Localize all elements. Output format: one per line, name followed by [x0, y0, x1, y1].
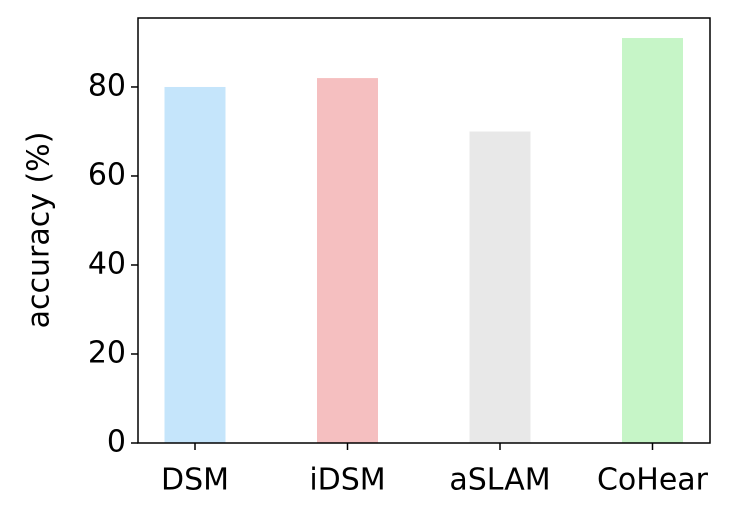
bar [164, 86, 226, 443]
x-tick-label: aSLAM [449, 463, 550, 498]
x-tick-label: DSM [161, 463, 229, 498]
y-tick-label: 20 [88, 335, 126, 370]
x-tick-label: iDSM [309, 463, 385, 498]
bar [469, 131, 531, 443]
plot-frame [137, 17, 711, 444]
y-tick-label: 80 [88, 68, 126, 103]
x-tick-label: CoHear [597, 463, 709, 498]
y-tick-label: 40 [88, 246, 126, 281]
y-tick-label: 60 [88, 157, 126, 192]
bar [317, 78, 378, 443]
bar [622, 38, 683, 443]
y-axis-label: accuracy (%) [22, 132, 57, 329]
y-tick-label: 0 [107, 425, 126, 460]
